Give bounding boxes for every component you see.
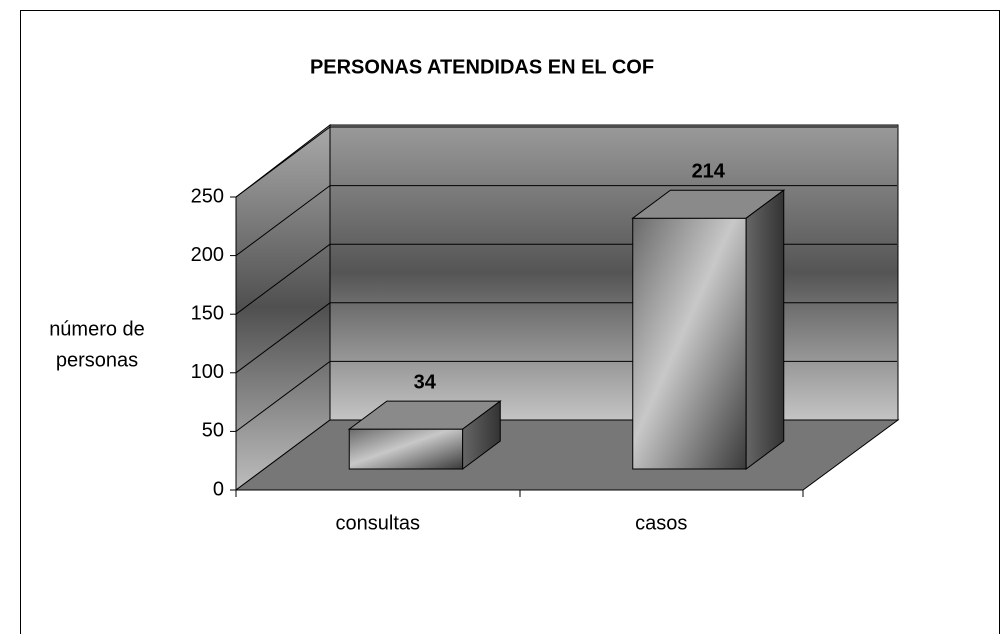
y-tick-label: 200	[191, 244, 224, 266]
grid-line	[235, 243, 331, 315]
value-label: 34	[414, 371, 437, 393]
grid-line	[235, 360, 331, 432]
y-axis-label: número de	[49, 318, 145, 340]
grid-line	[235, 302, 331, 374]
y-tick-label: 150	[191, 302, 224, 324]
bar-side	[745, 189, 785, 470]
bar-front	[348, 428, 464, 470]
chart-title: PERSONAS ATENDIDAS EN EL COF	[310, 56, 654, 78]
bar-front	[632, 217, 747, 470]
floor	[234, 419, 900, 491]
value-label: 214	[692, 160, 726, 182]
grid-line	[235, 126, 331, 198]
y-tick-label: 0	[213, 478, 224, 500]
y-tick-label: 50	[202, 420, 224, 442]
x-tick-label: consultas	[336, 512, 421, 534]
frame	[20, 10, 1000, 634]
y-tick-label: 250	[191, 185, 224, 207]
grid-line	[235, 185, 331, 257]
y-tick-label: 100	[191, 361, 224, 383]
y-axis-label: personas	[56, 349, 138, 371]
x-tick-label: casos	[635, 512, 687, 534]
bar-side	[462, 400, 501, 470]
